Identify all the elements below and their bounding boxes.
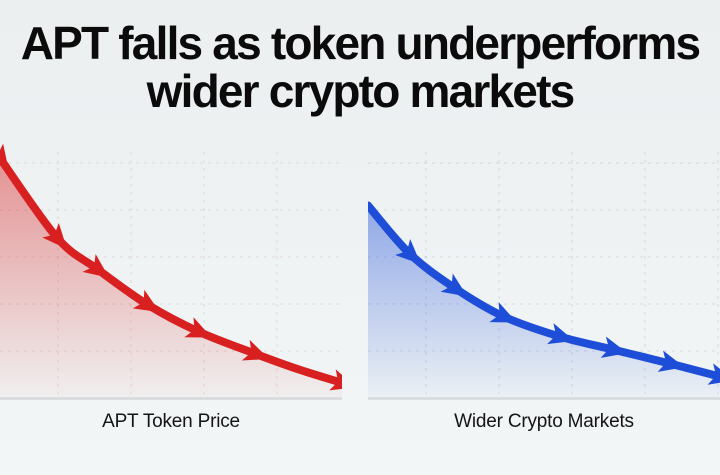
crypto-chart-caption: Wider Crypto Markets [454,411,634,432]
down-trend-arrow-icon [184,317,212,338]
crypto-decline-chart-svg [368,152,720,400]
down-trend-arrow-icon [600,336,628,358]
down-trend-arrow-icon [707,363,720,385]
area-fill [0,158,342,398]
down-trend-arrow-icon [42,222,68,250]
page-title-line-1: APT falls as token underperforms [20,17,701,69]
down-trend-arrow-icon [241,339,270,361]
down-trend-arrow-icon [0,143,9,171]
down-trend-arrow-icon [329,369,342,391]
area-fill [368,205,720,398]
down-trend-arrow-icon [395,239,421,265]
page-title: APT falls as token underperforms wider c… [0,17,720,117]
apt-token-price-chart-panel [0,140,342,400]
wider-crypto-markets-chart-panel [368,140,720,400]
down-trend-arrow-icon [132,289,160,313]
apt-chart-caption: APT Token Price [102,411,240,432]
down-trend-arrow-icon [657,350,685,372]
page-title-line-2: wider crypto markets [146,64,576,117]
down-trend-arrow-icon [547,323,575,345]
down-trend-arrow-icon [489,302,517,323]
down-trend-arrow-icon [82,254,110,278]
apt-decline-chart-svg [0,143,342,400]
down-trend-arrow-icon [440,273,468,297]
